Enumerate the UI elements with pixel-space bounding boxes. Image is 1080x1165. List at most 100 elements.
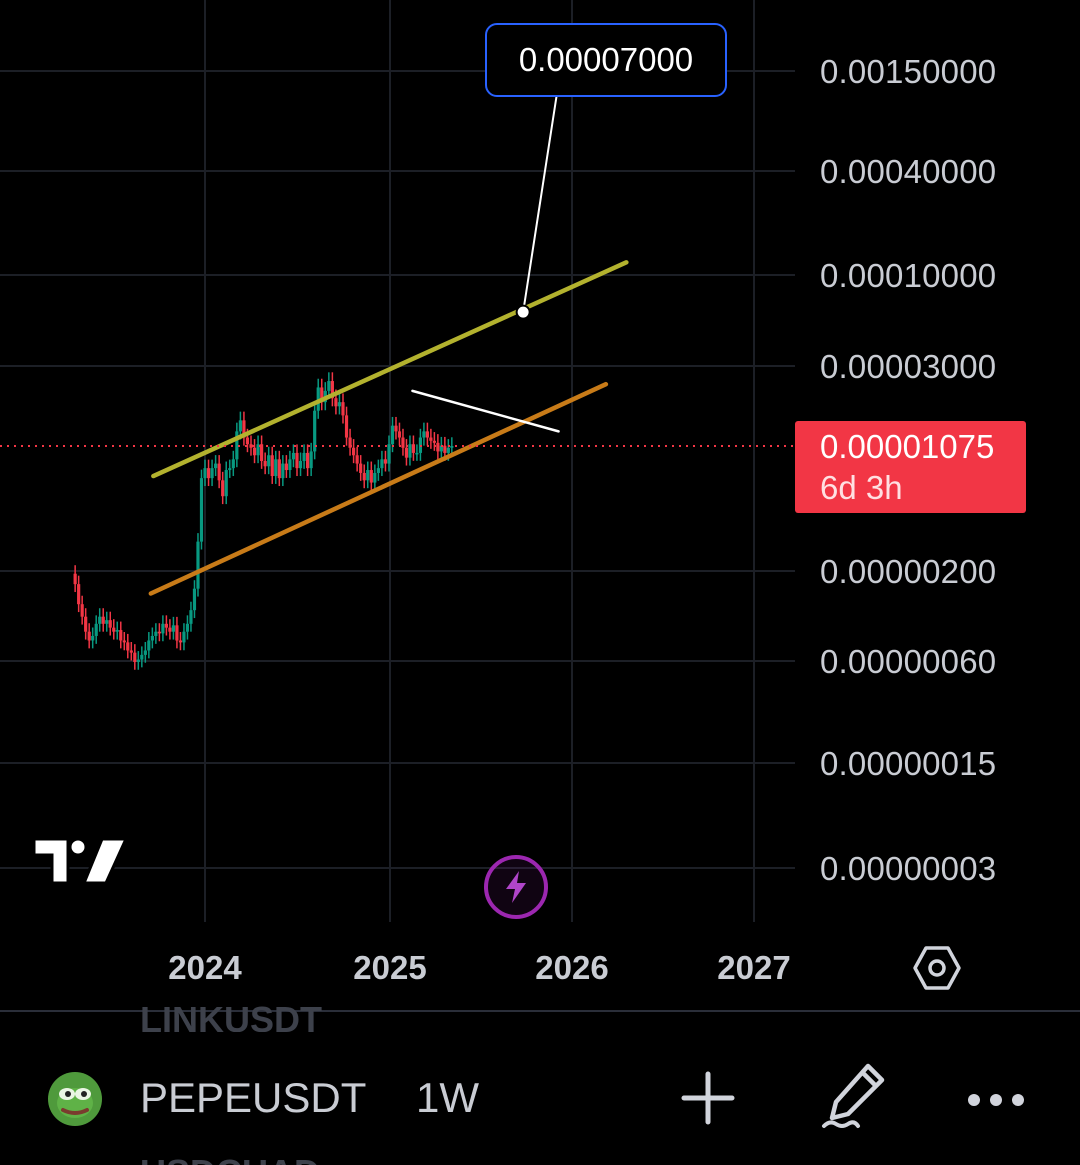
candle-body: [150, 635, 154, 641]
price-tick-label: 0.00150000: [820, 53, 997, 90]
candle-body: [359, 463, 363, 473]
target-callout-line: [522, 66, 563, 314]
candle-body: [394, 425, 398, 432]
candle-body: [415, 452, 419, 455]
lightning-icon: [506, 871, 526, 903]
candle-body: [122, 640, 126, 643]
candle-body: [376, 468, 380, 473]
candle-body: [439, 445, 443, 452]
candle-body: [77, 584, 81, 605]
candle-body: [298, 460, 303, 469]
year-tick-label: 2026: [535, 949, 609, 986]
year-tick-label: 2027: [717, 949, 791, 986]
price-tick-label: 0.00000015: [820, 745, 997, 782]
candle-body: [84, 616, 88, 632]
price-tick-label: 0.00000060: [820, 643, 997, 680]
candle-body: [352, 447, 356, 456]
candle-body: [260, 444, 264, 461]
candle-body: [105, 620, 109, 624]
chart-area[interactable]: 0.00150000 0.00040000 0.00010000 0.00003000…: [0, 0, 1080, 1010]
interval-selector[interactable]: 1W: [416, 1074, 479, 1121]
pepe-frog-icon: [48, 1072, 102, 1126]
candle-body: [387, 444, 391, 464]
candle-body: [425, 431, 429, 438]
candle-body: [73, 573, 77, 585]
candle-body: [94, 623, 98, 636]
candle-body: [140, 654, 144, 660]
candle-body: [302, 452, 306, 461]
candle-body: [397, 431, 402, 438]
symbol-name[interactable]: PEPEUSDT: [140, 1074, 367, 1121]
candle-body: [221, 480, 225, 497]
candle-body: [408, 444, 412, 458]
plus-icon[interactable]: [678, 1068, 738, 1128]
candle-body: [214, 463, 218, 469]
candle-body: [210, 468, 214, 479]
next-symbol[interactable]: USDCUAD: [140, 1155, 320, 1165]
price-tick-label: 0.00000200: [820, 553, 997, 590]
candle-body: [245, 437, 250, 445]
candle-body: [256, 444, 260, 456]
candle-body: [337, 402, 342, 407]
more-dots-icon[interactable]: [964, 1080, 1028, 1120]
chart-canvas[interactable]: [0, 0, 1080, 1010]
candle-body: [390, 425, 395, 445]
candle-body: [126, 642, 130, 651]
pencil-icon[interactable]: [818, 1060, 890, 1132]
candle-body: [291, 452, 296, 460]
candle-body: [168, 627, 172, 632]
candle-body: [80, 604, 84, 617]
candle-body: [161, 623, 165, 634]
candle-body: [432, 440, 436, 443]
candle-body: [446, 447, 450, 453]
candle-body: [366, 470, 370, 481]
candle-body: [436, 442, 440, 452]
candle-body: [330, 381, 334, 399]
candle-body: [401, 437, 405, 448]
candle-body: [101, 616, 105, 624]
price-tick-label: 0.00010000: [820, 257, 997, 294]
candle-body: [380, 459, 384, 469]
candle-body: [119, 630, 123, 641]
candle-body: [192, 588, 197, 611]
current-price-box: 0.00001075 6d 3h: [795, 421, 1026, 513]
candle-body: [263, 460, 267, 467]
candle-body: [355, 455, 359, 464]
price-tick-label: 0.00003000: [820, 348, 997, 385]
candle-body: [284, 463, 288, 471]
candle-body: [327, 381, 331, 391]
candle-body: [309, 451, 313, 469]
candle-body: [91, 635, 95, 641]
candle-body: [171, 625, 176, 632]
candle-body: [203, 468, 207, 479]
previous-symbol[interactable]: LINKUSDT: [140, 1002, 322, 1032]
candle-body: [238, 420, 242, 432]
candle-body: [313, 410, 317, 452]
candle-body: [288, 459, 292, 471]
candle-body: [383, 459, 388, 464]
candle-body: [185, 623, 190, 632]
candle-body: [196, 541, 200, 589]
candle-body: [277, 459, 281, 479]
candle-body: [429, 437, 433, 441]
candle-body: [404, 447, 409, 458]
candle-body: [206, 468, 211, 479]
candle-body: [373, 472, 377, 483]
candle-body: [154, 631, 158, 636]
target-price-label[interactable]: 0.00007000: [485, 23, 727, 97]
candle-body: [270, 455, 274, 477]
year-tick-label: 2025: [353, 949, 427, 986]
candle-body: [295, 452, 299, 469]
candle-body: [274, 459, 278, 477]
candle-body: [178, 640, 183, 643]
candle-body: [133, 652, 137, 662]
candle-body: [175, 625, 179, 641]
candle-body: [164, 623, 168, 628]
candle-body: [281, 463, 285, 479]
settings-hexagon-icon[interactable]: [912, 943, 962, 993]
lightning-button[interactable]: [484, 855, 548, 919]
candle-body: [136, 659, 140, 662]
tradingview-logo[interactable]: [30, 833, 130, 892]
candle-body: [341, 402, 345, 416]
candle-body: [348, 437, 352, 448]
